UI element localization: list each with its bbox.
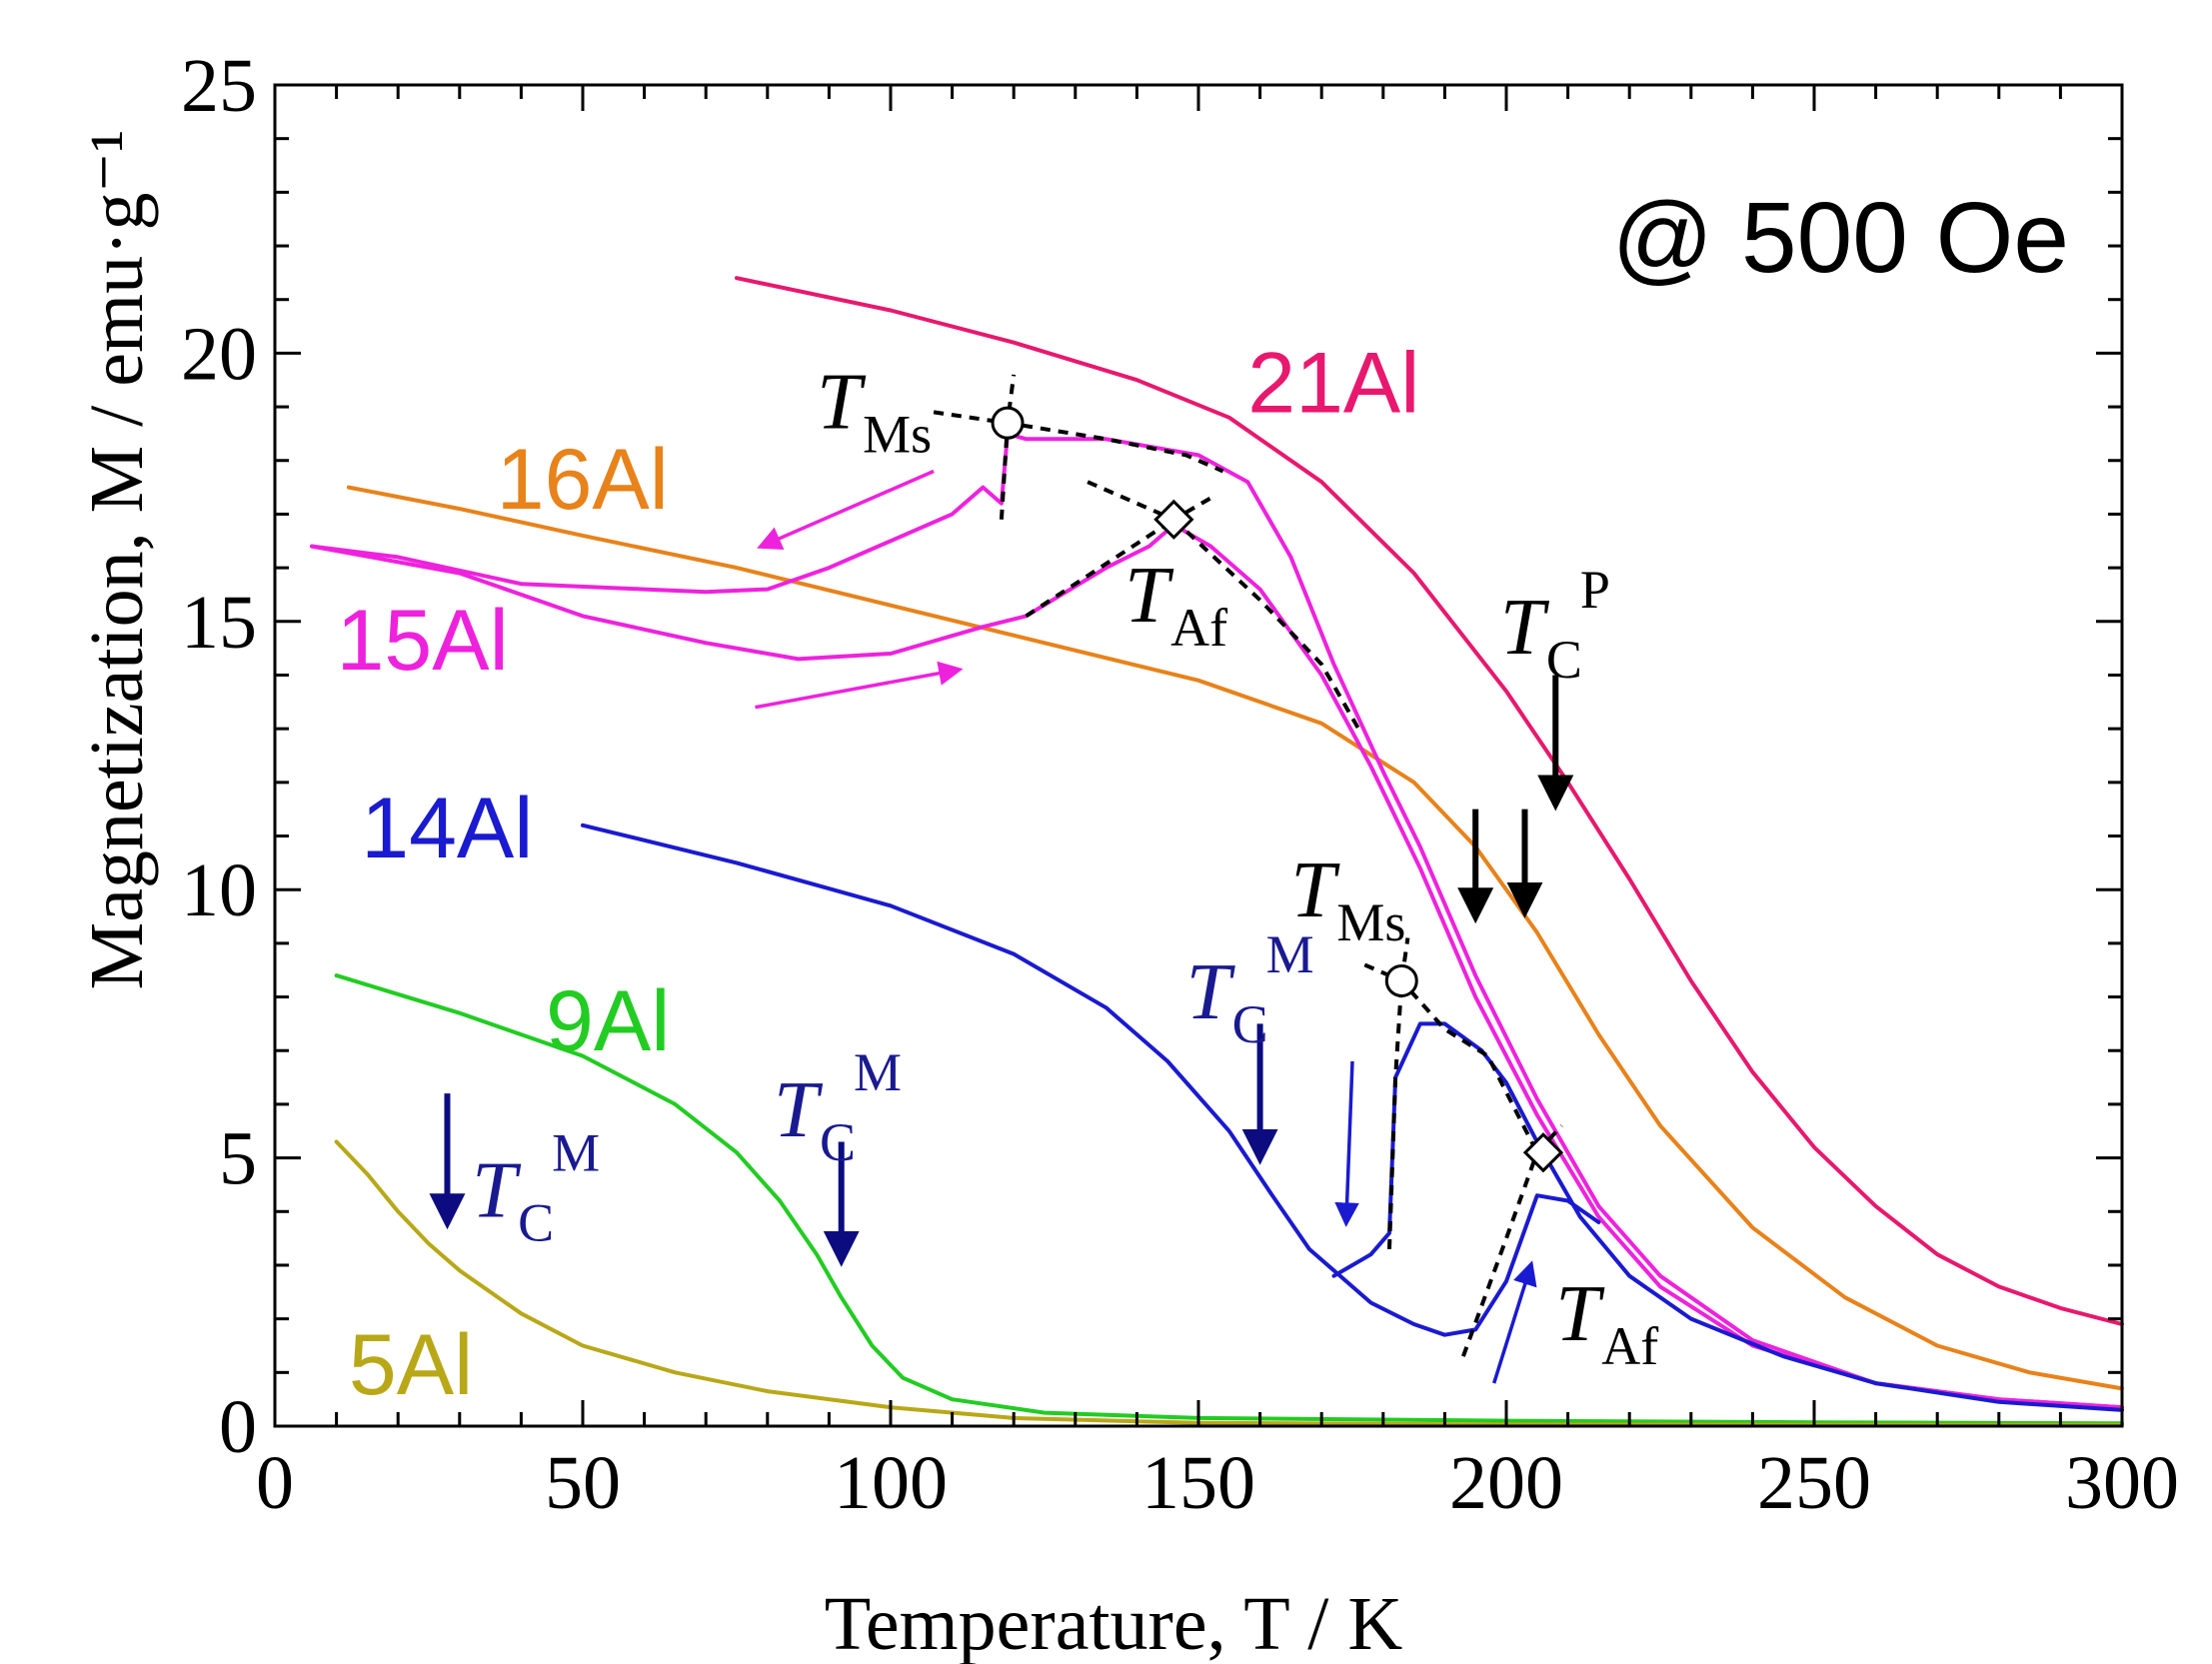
series-line-14Al-cooling (581, 823, 1601, 1337)
marker-14Al-TAf (1522, 1132, 1564, 1173)
x-tick-label: 300 (2065, 1441, 2179, 1525)
y-axis-title: Magnetization, M / emu·g⁻¹ (75, 130, 159, 990)
fit-line-14Al-TAf-left (1461, 1151, 1539, 1357)
annotation-subscript: C (1546, 630, 1582, 690)
annotation-TCP-label: T CP (1500, 560, 1610, 690)
x-axis-title: Temperature, T / K (825, 1582, 1403, 1664)
annotation-subscript: Ms (1336, 892, 1405, 952)
x-tick-label: 100 (834, 1441, 948, 1525)
annotation-superscript: M (854, 1042, 902, 1102)
annotation-subscript: Ms (863, 405, 932, 465)
annotation-main: T (1555, 1270, 1605, 1358)
fit-line-15Al-TMs-vertical (999, 374, 1017, 520)
annotation-9Al-TCM-label: T CM (774, 1042, 902, 1172)
marker-14Al-TMs (1384, 963, 1418, 997)
annotation-main: T (774, 1066, 824, 1154)
annotation-15Al-TMs-label: T Ms (817, 359, 932, 465)
x-tick-label: 50 (545, 1441, 621, 1525)
series-line-14Al-heating (1331, 1021, 2124, 1412)
annotation-subscript: Af (1601, 1316, 1658, 1376)
annotation-subscript: Af (1170, 598, 1227, 658)
series-line-9Al (334, 973, 2124, 1426)
marker-15Al-TMs (991, 406, 1025, 440)
fit-line-15Al-TAf-left (1025, 518, 1175, 619)
y-tick-label: 15 (181, 581, 257, 665)
series-label-9Al: 9Al (546, 973, 670, 1069)
annotation-main: T (817, 359, 867, 447)
arrow-15Al-heating-direction (755, 661, 964, 710)
arrow-14Al-heating-direction (1492, 1260, 1537, 1384)
y-tick-label: 5 (219, 1117, 257, 1201)
fit-line-14Al-TMs-vertical (1387, 937, 1410, 1249)
y-tick-label: 0 (219, 1385, 257, 1469)
annotation-superscript: M (1266, 924, 1314, 984)
series-line-21Al (735, 276, 2124, 1326)
annotation-15Al-TAf-label: T Af (1124, 552, 1227, 658)
x-tick-label: 250 (1757, 1441, 1871, 1525)
series-label-14Al: 14Al (361, 781, 533, 876)
marker-15Al-TAf (1153, 499, 1194, 540)
series-label-5Al: 5Al (349, 1317, 473, 1413)
transition-markers (991, 406, 1564, 1173)
annotation-arrows (429, 469, 1574, 1384)
annotation-5Al-TCM-label: T CM (472, 1123, 600, 1253)
annotation-main: T (1186, 948, 1236, 1036)
series-label-15Al: 15Al (337, 593, 509, 689)
transition-fit-lines (933, 374, 1563, 1357)
series-label-16Al: 16Al (497, 432, 669, 528)
annotation-main: T (472, 1147, 522, 1235)
series-line-15Al-cooling (310, 431, 2124, 1410)
annotation-main: T (1500, 584, 1550, 672)
annotation-14Al-TCM-label: T CM (1186, 924, 1314, 1054)
annotation-main: T (1124, 552, 1174, 640)
fit-line-15Al-TAf-right (1172, 518, 1360, 731)
axis-ticks: 0 50 100 150 200 250 300 0 5 10 15 20 25 (181, 44, 2179, 1525)
arrow-15Al-cooling-direction (757, 469, 935, 551)
annotation-subscript: C (820, 1112, 856, 1172)
y-tick-label: 20 (181, 312, 257, 396)
annotation-superscript: P (1580, 560, 1610, 620)
series-line-16Al (346, 485, 2124, 1391)
y-tick-label: 10 (181, 848, 257, 932)
field-condition-label: @ 500 Oe (1612, 182, 2069, 294)
series-line-5Al (334, 1139, 2124, 1427)
fit-line-15Al-TMs-horizontal (933, 410, 1224, 474)
series-line-15Al-heating (310, 523, 2124, 1410)
annotation-subscript: C (518, 1193, 554, 1253)
annotation-superscript: M (552, 1123, 600, 1183)
annotation-subscript: C (1232, 994, 1268, 1054)
annotation-14Al-TAf-label: T Af (1555, 1270, 1658, 1376)
arrow-14Al-cooling-direction (1334, 1060, 1359, 1227)
x-tick-label: 200 (1449, 1441, 1563, 1525)
annotation-main: T (1290, 846, 1340, 934)
x-tick-label: 0 (256, 1441, 294, 1525)
y-tick-label: 25 (181, 44, 257, 128)
series-label-21Al: 21Al (1247, 335, 1419, 431)
x-tick-label: 150 (1141, 1441, 1255, 1525)
annotation-14Al-TMs-label: T Ms (1290, 846, 1405, 952)
fit-line-15Al-TAf-upper (1087, 480, 1212, 523)
